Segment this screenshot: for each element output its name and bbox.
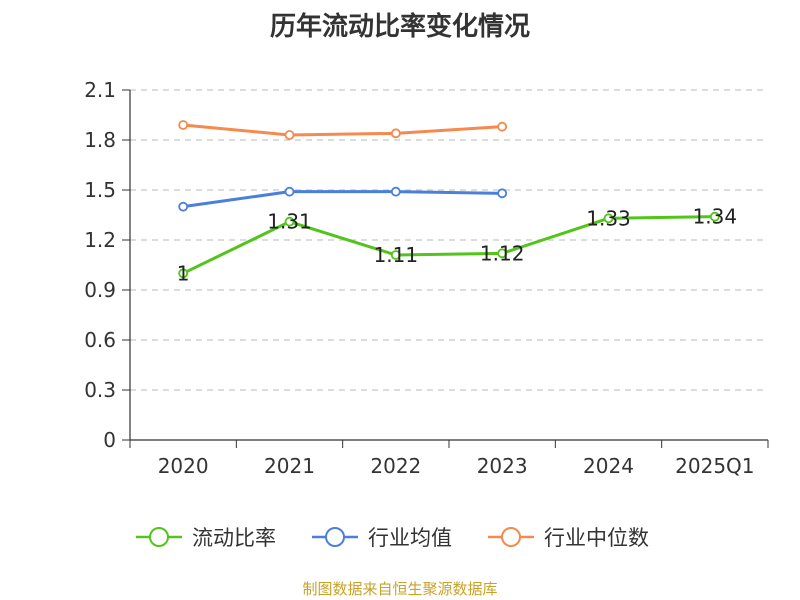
data-point[interactable] bbox=[178, 201, 189, 212]
data-point[interactable] bbox=[497, 188, 508, 199]
y-tick-label: 1.5 bbox=[84, 178, 116, 202]
legend-marker bbox=[325, 527, 345, 547]
legend-label: 行业均值 bbox=[368, 526, 452, 550]
data-label: 1.11 bbox=[374, 243, 419, 267]
grid-layer bbox=[130, 89, 768, 391]
data-point[interactable] bbox=[497, 248, 508, 259]
data-point[interactable] bbox=[603, 213, 614, 224]
data-point[interactable] bbox=[390, 186, 401, 197]
legend-marker bbox=[149, 527, 169, 547]
legend-label: 行业中位数 bbox=[544, 526, 649, 550]
y-tick-label: 0.6 bbox=[84, 328, 116, 352]
legend-item-0[interactable]: 流动比率 bbox=[136, 526, 276, 550]
footer-source: 制图数据来自恒生聚源数据库 bbox=[302, 580, 498, 598]
data-point[interactable] bbox=[284, 130, 295, 140]
legend-item-2[interactable]: 行业中位数 bbox=[488, 526, 649, 550]
x-tick-label: 2021 bbox=[264, 454, 315, 478]
data-point[interactable] bbox=[390, 250, 401, 260]
legend-marker bbox=[501, 527, 521, 547]
data-label-layer: 1 1.31 1.11 1.12 1.33 1.34 bbox=[177, 205, 737, 286]
axis-layer: 0 0.3 0.6 0.9 1.2 1.5 1.8 2.1 2020 2021 2022 2023 20… bbox=[84, 78, 769, 478]
data-label: 1.34 bbox=[693, 205, 738, 229]
data-point[interactable] bbox=[284, 216, 295, 227]
series-line-2 bbox=[183, 123, 503, 137]
x-tick-label: 2024 bbox=[583, 454, 634, 478]
y-tick-label: 0 bbox=[103, 428, 116, 452]
data-label: 1 bbox=[177, 261, 190, 285]
x-tick-label: 2025Q1 bbox=[675, 454, 754, 478]
data-label: 1.33 bbox=[586, 206, 631, 230]
data-point[interactable] bbox=[178, 268, 189, 279]
y-tick-label: 1.2 bbox=[84, 228, 116, 252]
x-tick-label: 2023 bbox=[477, 454, 528, 478]
x-tick-label: 2020 bbox=[158, 454, 209, 478]
y-tick-label: 0.9 bbox=[84, 278, 116, 302]
data-point[interactable] bbox=[390, 128, 401, 139]
data-label: 1.12 bbox=[480, 241, 525, 265]
data-point[interactable] bbox=[497, 121, 508, 132]
y-tick-label: 2.1 bbox=[84, 78, 116, 102]
legend[interactable]: 流动比率 行业均值 行业中位数 bbox=[136, 526, 649, 550]
series-line-1 bbox=[182, 190, 503, 209]
legend-label: 流动比率 bbox=[192, 526, 276, 550]
series-layer bbox=[178, 120, 720, 279]
data-point[interactable] bbox=[284, 186, 295, 197]
y-tick-label: 1.8 bbox=[84, 128, 116, 152]
data-point[interactable] bbox=[709, 211, 720, 222]
legend-item-1[interactable]: 行业均值 bbox=[312, 526, 452, 550]
data-label: 1.31 bbox=[267, 210, 312, 234]
data-point[interactable] bbox=[178, 120, 189, 130]
x-tick-label: 2022 bbox=[370, 454, 421, 478]
series-line-0 bbox=[182, 215, 715, 275]
y-tick-label: 0.3 bbox=[84, 378, 116, 402]
chart-title: 历年流动比率变化情况 bbox=[269, 12, 530, 42]
